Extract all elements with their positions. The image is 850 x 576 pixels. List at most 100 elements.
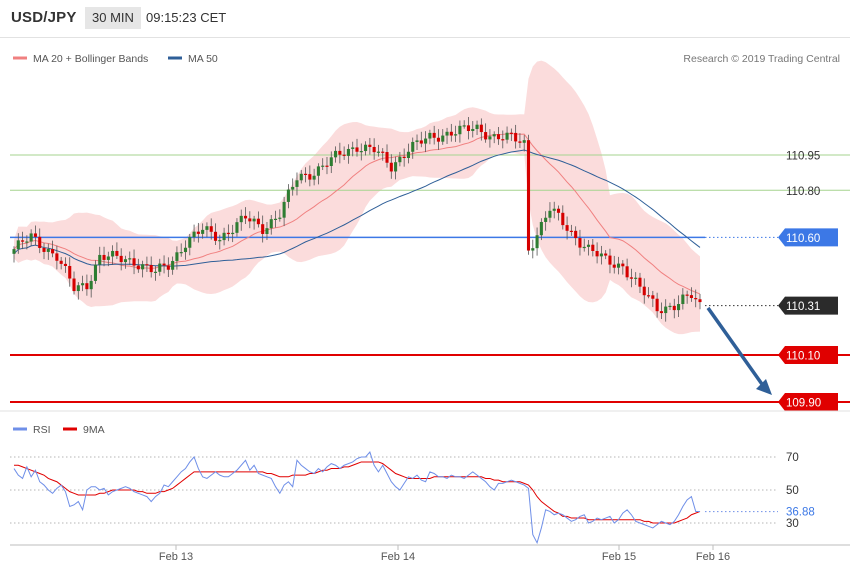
level-tags: 110.95 110.80 110.60 110.10 109.90 110.31: [705, 151, 838, 412]
candle-body: [175, 252, 179, 261]
candle-body: [398, 156, 402, 163]
candle-body: [93, 264, 98, 281]
candle-body: [68, 265, 72, 279]
candle-body: [132, 258, 136, 266]
candle-body: [406, 151, 410, 159]
bollinger-band: [14, 60, 700, 335]
candle-body: [209, 226, 213, 232]
level-label-4: 109.90: [786, 398, 821, 410]
candle-body: [269, 219, 273, 229]
level-tag-3: [778, 346, 838, 364]
candle-body: [445, 131, 449, 136]
x-ticks: Feb 13 Feb 14 Feb 15 Feb 16: [159, 545, 730, 563]
candle-body: [329, 157, 333, 167]
rsi-9ma-line: [14, 461, 701, 524]
candle-body: [381, 151, 385, 153]
candle-body: [492, 134, 496, 137]
rsi-tick-2: 30: [786, 518, 799, 530]
candle-body: [385, 152, 389, 163]
candle-body: [552, 208, 556, 211]
candle-body: [261, 224, 265, 234]
candle-body: [29, 233, 33, 242]
candle-body: [586, 244, 591, 247]
candle-body: [685, 294, 689, 296]
x-tick-label: Feb 16: [696, 551, 730, 563]
candle-body: [659, 311, 663, 314]
candle-body: [655, 298, 659, 312]
candle-body: [668, 305, 672, 308]
level-label-1: 110.80: [786, 186, 820, 198]
candle-body: [518, 141, 522, 143]
candle-body: [689, 295, 693, 299]
candle-body: [145, 264, 149, 266]
candle-body: [252, 218, 256, 222]
price-levels: [10, 154, 850, 404]
candle-body: [123, 259, 128, 263]
candle-body: [81, 283, 85, 286]
candle-body: [295, 180, 299, 187]
candle-body: [368, 144, 372, 147]
candle-body: [634, 277, 638, 279]
candle-body: [196, 231, 200, 234]
candle-body: [496, 134, 501, 140]
candle-body: [509, 132, 513, 134]
candle-body: [321, 165, 325, 167]
candle-body: [149, 265, 153, 273]
candle-body: [63, 263, 67, 266]
credit-text: Research © 2019 Trading Central: [683, 53, 840, 65]
candle-body: [698, 299, 702, 303]
candle-body: [694, 298, 698, 300]
rsi-tick-0: 70: [786, 452, 799, 464]
candle-body: [171, 260, 175, 270]
candle-body: [158, 263, 162, 272]
timestamp: 09:15:23 CET: [146, 10, 227, 25]
candle-body: [98, 254, 102, 265]
candle-body: [162, 263, 166, 266]
main-legend: MA 20 + Bollinger Bands MA 50: [13, 53, 218, 65]
candle-body: [432, 132, 436, 138]
x-tick-label: Feb 15: [602, 551, 636, 563]
candle-body: [355, 147, 359, 152]
candle-body: [205, 226, 209, 230]
candle-body: [286, 189, 290, 202]
candle-body: [561, 212, 565, 226]
candle-body: [475, 124, 479, 129]
candle-body: [544, 217, 548, 222]
candle-body: [278, 217, 282, 219]
candle-body: [612, 264, 616, 268]
candle-body: [213, 231, 218, 241]
candle-body: [578, 238, 582, 248]
candle-body: [616, 263, 621, 268]
candle-body: [72, 278, 76, 292]
candle-body: [21, 240, 25, 242]
legend-label-9ma: 9MA: [83, 424, 105, 436]
candle-body: [316, 166, 320, 176]
candle-body: [677, 304, 681, 311]
candle-body: [604, 253, 608, 256]
candle-body: [479, 124, 483, 133]
candle-body: [141, 264, 145, 270]
candle-body: [153, 271, 158, 273]
level-tag-2: [778, 228, 838, 247]
candle-body: [454, 134, 458, 136]
candle-body: [102, 254, 106, 260]
candle-body: [239, 215, 243, 223]
timeframe-selector[interactable]: 30 MIN: [85, 7, 141, 29]
rsi-lines: 36.88: [13, 451, 815, 545]
candle-body: [539, 221, 543, 236]
candle-body: [449, 131, 453, 136]
candle-body: [501, 139, 505, 141]
candle-body: [629, 277, 633, 279]
forecast-arrow-head: [756, 379, 772, 395]
candle-body: [51, 249, 55, 254]
header-divider: [0, 37, 850, 38]
candle-body: [192, 231, 196, 238]
bollinger-band-area: [14, 60, 700, 335]
chart-header: USD/JPY 30 MIN 09:15:23 CET: [0, 0, 850, 38]
candle-body: [16, 240, 20, 250]
candle-body: [505, 132, 509, 140]
candle-body: [222, 232, 226, 241]
candle-body: [681, 294, 685, 305]
candle-body: [304, 173, 308, 176]
